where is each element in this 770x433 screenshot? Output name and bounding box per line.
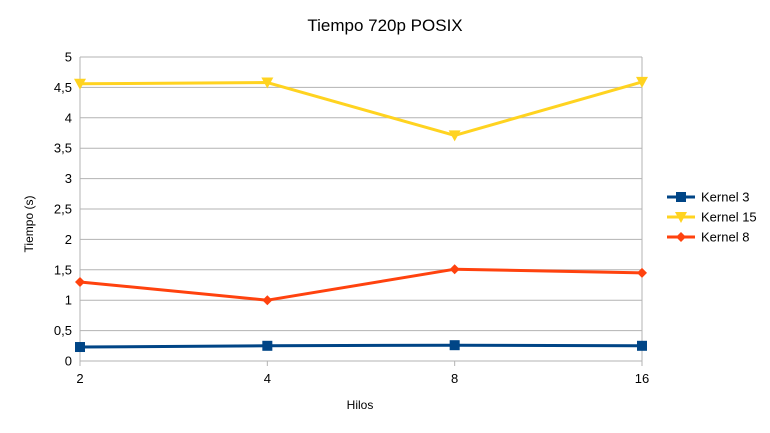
- data-point: [262, 340, 273, 351]
- y-tick-label: 4: [65, 110, 72, 125]
- legend-label: Kernel 15: [701, 210, 757, 225]
- data-point: [448, 130, 461, 142]
- y-tick-label: 3: [65, 171, 72, 186]
- y-tick-label: 0,5: [54, 323, 72, 338]
- data-point: [637, 340, 647, 351]
- y-tick-label: 4,5: [54, 80, 72, 95]
- chart-title: Tiempo 720p POSIX: [307, 16, 462, 35]
- data-point: [75, 276, 85, 287]
- series-line: [79, 80, 643, 137]
- series-kernel-8: [75, 264, 647, 306]
- y-tick-label: 5: [65, 50, 72, 65]
- y-tick-label: 2,5: [54, 202, 72, 217]
- x-tick-label: 8: [451, 371, 458, 386]
- data-point: [262, 295, 273, 306]
- x-axis-label: Hilos: [347, 398, 374, 412]
- data-point: [636, 76, 648, 88]
- data-point: [75, 342, 85, 353]
- y-tick-label: 1,5: [54, 262, 72, 277]
- y-tick-label: 1: [65, 293, 72, 308]
- legend-item: Kernel 8: [667, 230, 749, 245]
- series-line: [79, 343, 643, 349]
- data-point: [449, 340, 460, 351]
- x-tick-label: 4: [264, 371, 271, 386]
- x-tick-label: 16: [635, 371, 649, 386]
- data-point: [449, 264, 460, 275]
- legend-label: Kernel 8: [701, 230, 749, 245]
- legend-marker: [676, 192, 686, 202]
- data-point: [637, 267, 647, 278]
- legend-item: Kernel 15: [667, 210, 757, 225]
- axes: [79, 57, 643, 366]
- series-group: [74, 76, 648, 353]
- y-tick-labels: 0 0,5 1 1,5 2 2,5 3 3,5 4 4,5 5: [54, 50, 72, 369]
- legend-item: Kernel 3: [667, 190, 749, 205]
- series-line: [79, 267, 643, 302]
- series-kernel-3: [75, 340, 647, 353]
- y-tick-label: 2: [65, 232, 72, 247]
- legend: Kernel 3 Kernel 15 Kernel 8: [667, 190, 757, 245]
- legend-marker: [676, 232, 686, 242]
- y-tick-label: 3,5: [54, 141, 72, 156]
- y-tick-label: 0: [65, 354, 72, 369]
- grid-lines: [80, 56, 642, 332]
- series-kernel-15: [74, 76, 648, 142]
- y-axis-label: Tiempo (s): [22, 196, 36, 253]
- legend-label: Kernel 3: [701, 190, 749, 205]
- x-tick-label: 2: [76, 371, 83, 386]
- legend-marker: [675, 212, 687, 223]
- data-point: [261, 77, 274, 89]
- data-point: [74, 78, 86, 90]
- x-tick-labels: 2 4 8 16: [76, 371, 649, 386]
